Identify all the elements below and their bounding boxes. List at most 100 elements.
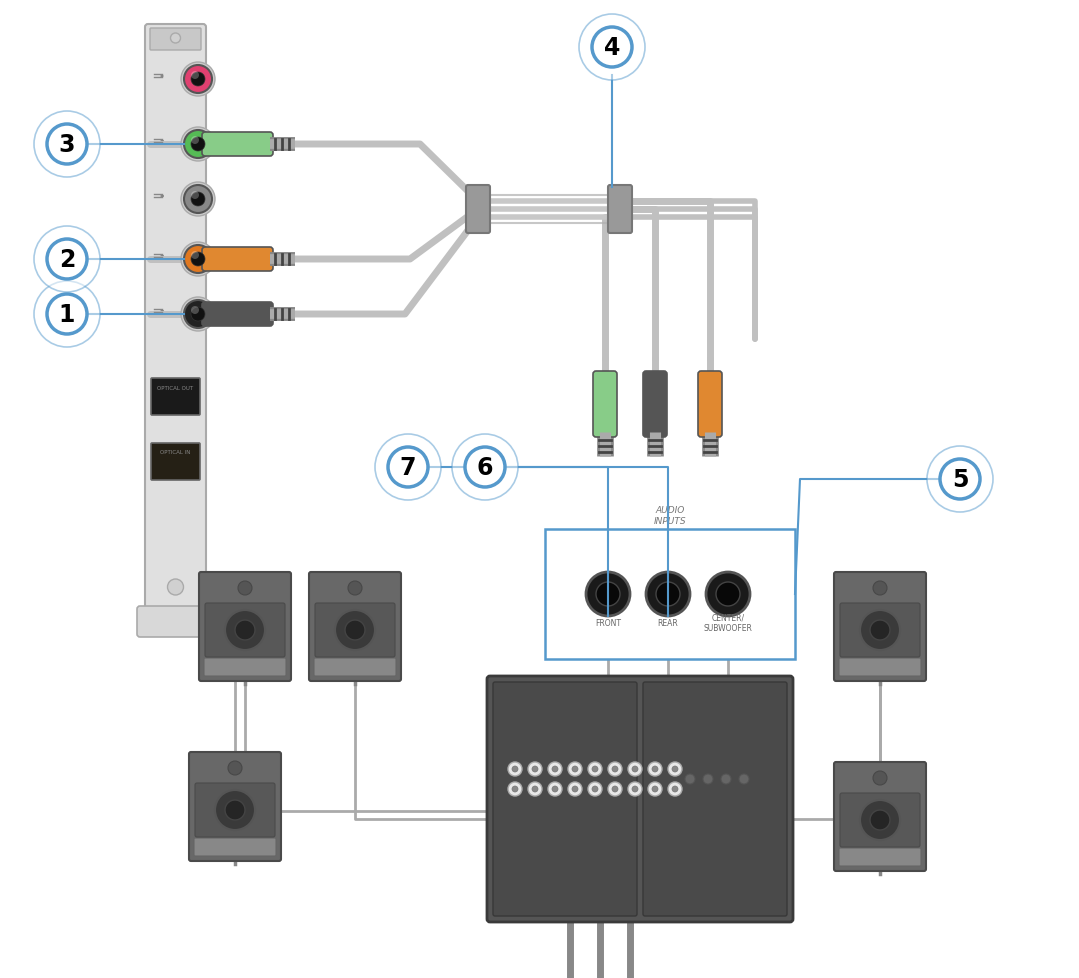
Circle shape: [532, 766, 538, 773]
Circle shape: [191, 138, 205, 152]
FancyBboxPatch shape: [137, 606, 214, 638]
Circle shape: [181, 243, 215, 277]
Circle shape: [238, 581, 252, 596]
FancyBboxPatch shape: [839, 603, 920, 657]
Circle shape: [228, 761, 242, 776]
Text: FRONT: FRONT: [595, 618, 622, 627]
Circle shape: [612, 766, 618, 773]
Circle shape: [596, 583, 620, 606]
Text: CENTER/
SUBWOOFER: CENTER/ SUBWOOFER: [704, 612, 752, 632]
FancyBboxPatch shape: [314, 658, 396, 677]
Circle shape: [47, 125, 87, 165]
Circle shape: [870, 620, 890, 641]
FancyBboxPatch shape: [643, 372, 667, 437]
Circle shape: [646, 572, 689, 616]
FancyBboxPatch shape: [839, 658, 921, 677]
Circle shape: [35, 282, 100, 347]
Circle shape: [870, 810, 890, 830]
Circle shape: [334, 610, 375, 650]
Circle shape: [215, 790, 255, 830]
Text: 4: 4: [604, 36, 620, 60]
Text: 5: 5: [952, 467, 968, 492]
FancyBboxPatch shape: [202, 133, 273, 156]
FancyBboxPatch shape: [545, 529, 795, 659]
Circle shape: [672, 786, 678, 792]
Circle shape: [226, 800, 245, 821]
Text: REAR: REAR: [657, 618, 679, 627]
FancyBboxPatch shape: [151, 378, 200, 416]
Circle shape: [465, 448, 505, 487]
Circle shape: [568, 762, 582, 777]
Circle shape: [568, 782, 582, 796]
Text: 7: 7: [399, 456, 416, 479]
FancyBboxPatch shape: [839, 848, 921, 867]
Circle shape: [668, 762, 682, 777]
Circle shape: [191, 72, 199, 80]
Circle shape: [181, 297, 215, 332]
FancyBboxPatch shape: [487, 677, 793, 922]
Circle shape: [860, 610, 900, 650]
Circle shape: [191, 193, 205, 206]
Circle shape: [345, 620, 365, 641]
Circle shape: [508, 782, 522, 796]
Circle shape: [648, 782, 663, 796]
Circle shape: [652, 786, 658, 792]
Circle shape: [592, 766, 598, 773]
FancyBboxPatch shape: [205, 603, 285, 657]
FancyBboxPatch shape: [698, 372, 722, 437]
Circle shape: [668, 782, 682, 796]
FancyBboxPatch shape: [607, 186, 632, 234]
Circle shape: [185, 131, 211, 158]
Circle shape: [704, 775, 713, 784]
Text: 1: 1: [59, 302, 76, 327]
Circle shape: [607, 782, 622, 796]
Circle shape: [191, 308, 205, 322]
Circle shape: [860, 800, 900, 840]
Circle shape: [191, 251, 199, 260]
Circle shape: [235, 620, 255, 641]
Circle shape: [572, 766, 578, 773]
FancyBboxPatch shape: [199, 572, 291, 682]
FancyBboxPatch shape: [204, 658, 286, 677]
FancyBboxPatch shape: [315, 603, 395, 657]
Circle shape: [508, 762, 522, 777]
Circle shape: [628, 762, 642, 777]
Circle shape: [349, 581, 361, 596]
FancyBboxPatch shape: [839, 793, 920, 847]
Circle shape: [528, 782, 542, 796]
Circle shape: [628, 782, 642, 796]
Circle shape: [191, 73, 205, 87]
Circle shape: [170, 34, 180, 44]
Circle shape: [548, 762, 562, 777]
Circle shape: [191, 192, 199, 200]
Circle shape: [191, 252, 205, 267]
Text: 6: 6: [477, 456, 493, 479]
Circle shape: [592, 786, 598, 792]
Circle shape: [226, 610, 265, 650]
Circle shape: [47, 240, 87, 280]
FancyBboxPatch shape: [195, 783, 275, 837]
Circle shape: [181, 128, 215, 161]
Circle shape: [191, 307, 199, 315]
Circle shape: [513, 766, 518, 773]
FancyBboxPatch shape: [493, 683, 637, 916]
FancyBboxPatch shape: [202, 247, 273, 272]
FancyBboxPatch shape: [309, 572, 401, 682]
FancyBboxPatch shape: [145, 25, 206, 615]
Circle shape: [185, 245, 211, 274]
Circle shape: [191, 137, 199, 145]
Circle shape: [648, 762, 663, 777]
Circle shape: [185, 66, 211, 94]
Circle shape: [528, 762, 542, 777]
Circle shape: [181, 183, 215, 217]
Circle shape: [588, 782, 602, 796]
FancyBboxPatch shape: [202, 302, 273, 327]
Circle shape: [552, 766, 558, 773]
Circle shape: [586, 572, 630, 616]
Circle shape: [185, 300, 211, 329]
Circle shape: [685, 775, 695, 784]
Circle shape: [588, 762, 602, 777]
Text: OPTICAL OUT: OPTICAL OUT: [158, 385, 193, 390]
Circle shape: [185, 186, 211, 214]
FancyBboxPatch shape: [189, 752, 281, 861]
